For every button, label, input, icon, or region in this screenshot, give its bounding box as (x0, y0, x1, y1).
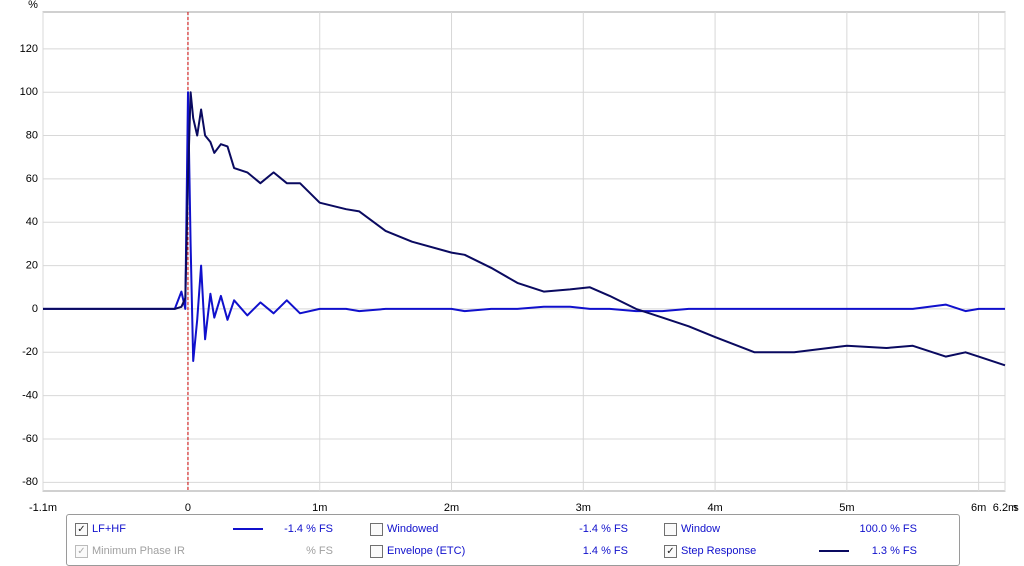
readout: 1.4 % FS (582, 545, 628, 557)
chart: % s -80 -60 -40 -20 0 20 40 60 80 100 120 -1.1m 0 1m 2… (20, 0, 1020, 512)
option-label: Envelope (ETC) (387, 545, 466, 557)
min-phase-row: ✓ Minimum Phase IR % FS (75, 543, 355, 559)
y-tick-label: -20 (22, 346, 38, 358)
window-row: Window 100.0 % FS (664, 521, 949, 537)
control-panel: ✓ LF+HF -1.4 % FS ✓ Minimum Phase IR % F… (66, 514, 960, 566)
envelope-row: Envelope (ETC) 1.4 % FS (370, 543, 650, 559)
y-tick-label: -60 (22, 433, 38, 445)
step-row: ✓ Step Response 1.3 % FS (664, 543, 949, 559)
readout: -1.4 % FS (579, 523, 628, 535)
x-tick-label: 6.2m (993, 502, 1017, 512)
option-label: Minimum Phase IR (92, 545, 185, 557)
y-axis-label: % (28, 0, 38, 11)
x-tick-label: 4m (707, 502, 722, 512)
y-tick-label: -40 (22, 390, 38, 402)
x-tick-label: 0 (185, 502, 191, 512)
readout: -1.4 % FS (284, 523, 333, 535)
lf-hf-row: ✓ LF+HF -1.4 % FS (75, 521, 355, 537)
x-axis-unit: s (1013, 502, 1019, 512)
legend-label: LF+HF (92, 523, 126, 535)
y-tick-label: 120 (20, 43, 38, 55)
y-tick-label: 0 (32, 303, 38, 315)
y-tick-label: 80 (26, 129, 38, 141)
y-tick-label: -80 (22, 476, 38, 488)
y-tick-label: 20 (26, 259, 38, 271)
legend-swatch (819, 550, 849, 552)
readout: % FS (306, 545, 333, 557)
checkbox[interactable] (370, 545, 383, 558)
checkbox[interactable]: ✓ (75, 523, 88, 536)
checkbox[interactable] (370, 523, 383, 536)
x-tick-label: 2m (444, 502, 459, 512)
readout: 100.0 % FS (859, 523, 917, 535)
series-line (43, 91, 1005, 362)
legend-swatch (233, 528, 263, 530)
readout: 1.3 % FS (871, 545, 917, 557)
x-tick-label: 5m (839, 502, 854, 512)
legend-label: Step Response (681, 545, 757, 557)
option-label: Windowed (387, 523, 439, 535)
x-tick-label: 1m (312, 502, 327, 512)
y-tick-label: 60 (26, 173, 38, 185)
x-tick-label: -1.1m (29, 502, 57, 512)
checkbox[interactable]: ✓ (664, 545, 677, 558)
series-line (43, 91, 1006, 367)
x-tick-label: 6m (971, 502, 986, 512)
checkbox: ✓ (75, 545, 88, 558)
y-tick-label: 40 (26, 216, 38, 228)
y-tick-label: 100 (20, 86, 38, 98)
checkbox[interactable] (664, 523, 677, 536)
windowed-row: Windowed -1.4 % FS (370, 521, 650, 537)
option-label: Window (681, 523, 721, 535)
x-tick-label: 3m (576, 502, 591, 512)
